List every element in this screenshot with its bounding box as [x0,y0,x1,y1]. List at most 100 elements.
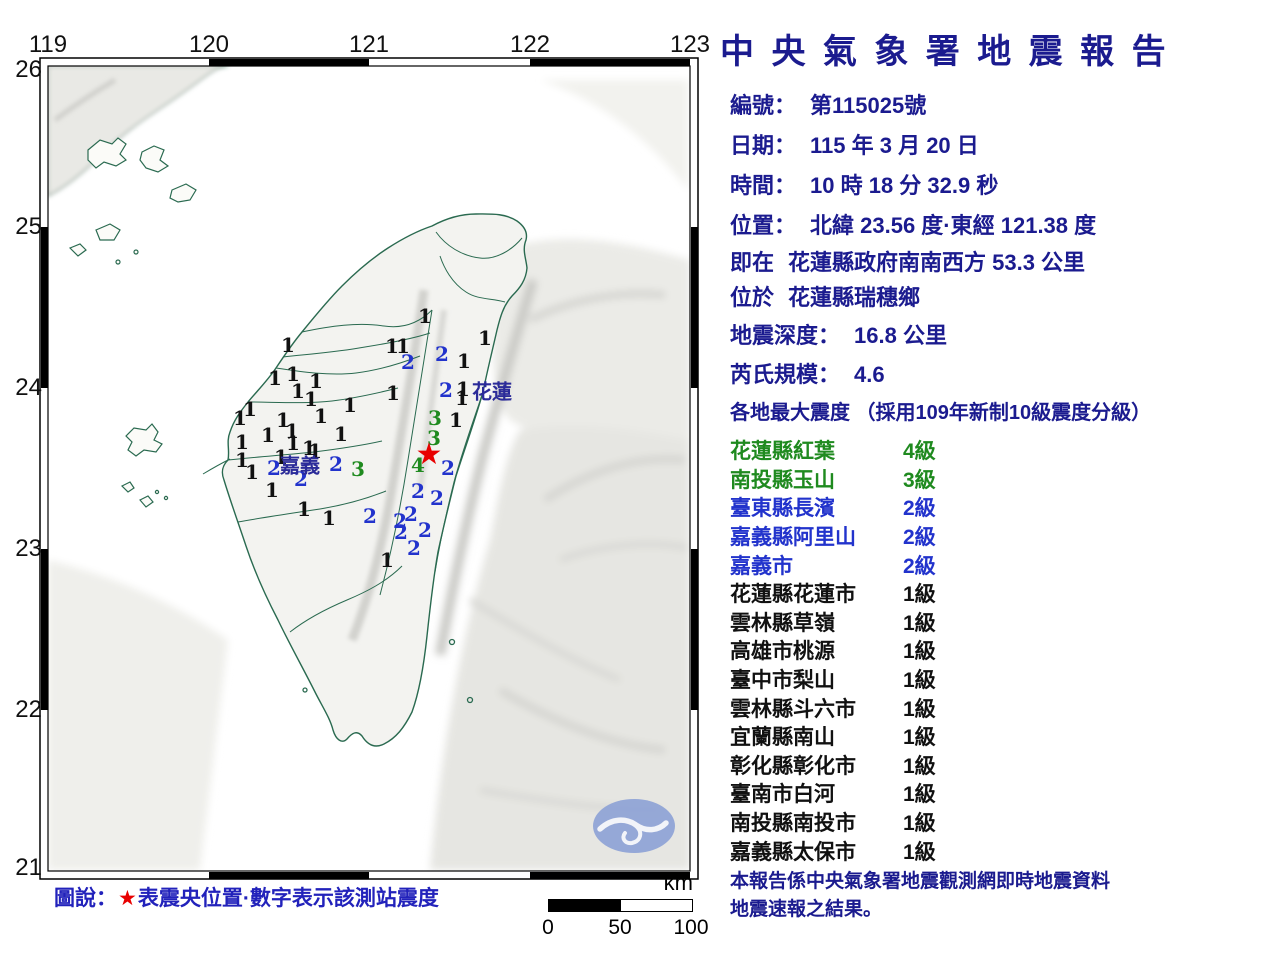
offshore-islets [302,638,474,704]
report-depth-value: 16.8 公里 [854,323,947,348]
intensity-place: 雲林縣斗六市 [730,697,856,721]
report-time-label: 時間： [730,173,797,198]
station-intensity-marker: 1 [286,431,300,455]
intensity-place: 彰化縣彰化市 [730,754,856,778]
station-intensity-marker: 1 [243,397,257,421]
intensity-level: 2級 [903,497,936,521]
footnote-line: 地震速報之結果。 [730,899,883,920]
station-intensity-marker: 2 [404,502,418,526]
report-locality-value: 花蓮縣瑞穗鄉 [788,285,921,310]
station-intensity-marker: 2 [294,467,308,491]
intensity-row: 嘉義縣阿里山 2級 [730,522,1150,551]
report-nearby-label: 即在 [730,250,775,275]
intensity-place: 高雄市桃源 [730,640,835,664]
matsu-islands [68,137,197,265]
report-number-row: 編號： 第115025號 [730,88,926,120]
intensity-level: 1級 [903,840,936,864]
intensity-level: 1級 [903,754,936,778]
station-intensity-marker: 2 [430,486,444,510]
intensity-row: 雲林縣斗六市 1級 [730,693,1150,722]
station-intensity-marker: 2 [401,350,415,374]
intensity-row: 南投縣南投市 1級 [730,808,1150,837]
mountain-shading [347,289,447,642]
station-intensity-marker: 1 [308,439,322,463]
intensity-level: 1級 [903,726,936,750]
station-intensity-marker: 1 [286,362,300,386]
report-depth-row: 地震深度： 16.8 公里 [730,318,947,350]
intensity-place: 臺南市白河 [730,783,835,807]
report-time-value: 10 時 18 分 32.9 秒 [810,173,999,198]
report-location-label: 位置： [730,213,797,238]
city-label-花蓮: 花蓮 [472,381,512,404]
station-intensity-marker: 1 [322,506,336,530]
penghu-islands [120,423,169,508]
station-intensity-marker: 1 [455,386,469,410]
intensity-list: 花蓮縣紅葉 4級 南投縣玉山 3級 臺東縣長濱 2級 嘉義縣阿里山 2級 嘉義市 2級 花蓮縣花蓮市… [730,436,1150,865]
station-intensity-marker: 1 [265,478,279,502]
intensity-place: 宜蘭縣南山 [730,726,835,750]
legend-text: 表震央位置·數字表示該測站震度 [137,887,439,910]
intensity-place: 花蓮縣紅葉 [730,440,835,464]
report-depth-label: 地震深度： [730,323,841,348]
station-intensity-marker: 1 [276,408,290,432]
map-frame [39,57,699,880]
report-locality-row: 位於 花蓮縣瑞穗鄉 [730,280,920,312]
station-intensity-marker: 3 [427,426,441,450]
epicenter-star: ★ [415,437,443,471]
scale-bar-white-segment [620,900,692,911]
intensity-row: 花蓮縣花蓮市 1級 [730,579,1150,608]
report-nearby-value: 花蓮縣政府南南西方 53.3 公里 [788,250,1086,275]
intensity-row: 雲林縣草嶺 1級 [730,608,1150,637]
intensity-level: 2級 [903,526,936,550]
station-intensity-marker: 1 [457,349,471,373]
station-intensity-marker: 1 [233,406,247,430]
intensity-level: 4級 [903,440,936,464]
lat-axis-tick-label: 21 [15,854,42,881]
intensity-place: 臺中市梨山 [730,669,835,693]
report-location-value: 北緯 23.56 度·東經 121.38 度 [810,213,1097,238]
station-intensity-marker: 1 [291,379,305,403]
taiwan-relief-map [39,57,699,880]
intensity-row: 花蓮縣紅葉 4級 [730,436,1150,465]
intensity-level: 1級 [903,697,936,721]
intensity-row: 臺南市白河 1級 [730,779,1150,808]
county-boundaries [202,231,523,633]
station-intensity-marker: 2 [393,509,407,533]
station-intensity-marker: 1 [396,334,410,358]
lat-axis-tick-label: 25 [15,213,42,240]
station-intensity-marker: 1 [449,408,463,432]
lat-axis-tick-label: 22 [15,696,42,723]
intensity-level: 1級 [903,669,936,693]
station-intensity-marker: 1 [274,445,288,469]
station-intensity-marker: 2 [439,378,453,402]
scale-unit-label: km [663,870,693,895]
scale-tick-label: 0 [542,916,554,939]
report-magnitude-label: 芮氏規模： [730,362,841,387]
station-intensity-marker: 3 [351,457,365,481]
legend-prefix: 圖說： [54,887,117,910]
intensity-row: 臺中市梨山 1級 [730,665,1150,694]
station-intensity-marker: 2 [329,452,343,476]
station-intensity-marker: 3 [428,406,442,430]
intensity-place: 嘉義縣阿里山 [730,526,856,550]
intensity-row: 南投縣玉山 3級 [730,465,1150,494]
city-label-嘉義: 嘉義 [280,455,320,478]
report-number-value: 第115025號 [810,93,927,118]
lon-axis-tick-label: 121 [348,31,390,58]
station-intensity-marker: 2 [267,456,281,480]
intensity-section-header: 各地最大震度 （採用109年新制10級震度分級） [730,402,1152,424]
station-intensity-marker: 1 [304,387,318,411]
intensity-level: 1級 [903,783,936,807]
report-number-label: 編號： [730,93,797,118]
report-date-row: 日期： 115 年 3 月 20 日 [730,128,979,160]
scale-bar-black-segment [549,900,621,911]
report-date-label: 日期： [730,133,797,158]
lat-axis-tick-label: 23 [15,535,42,562]
page-title: 中 央 氣 象 署 地 震 報 告 [720,33,1170,71]
report-date-value: 115 年 3 月 20 日 [810,133,979,158]
station-intensity-marker: 1 [297,497,311,521]
intensity-row: 宜蘭縣南山 1級 [730,722,1150,751]
station-intensity-marker: 1 [380,548,394,572]
intensity-row: 高雄市桃源 1級 [730,636,1150,665]
report-location-row: 位置： 北緯 23.56 度·東經 121.38 度 [730,208,1096,240]
